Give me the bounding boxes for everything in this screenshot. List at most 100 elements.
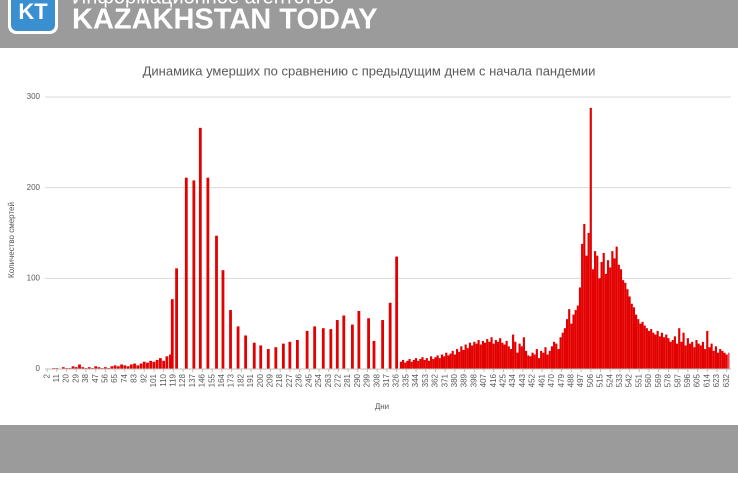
bar: [81, 367, 85, 369]
bar: [492, 343, 495, 369]
bar: [563, 328, 566, 369]
bar: [192, 180, 196, 369]
bar: [104, 367, 107, 369]
bar: [658, 336, 661, 369]
bar: [215, 235, 218, 369]
bar: [609, 267, 612, 369]
x-tick-label: 362: [431, 373, 440, 387]
bar: [165, 356, 169, 369]
bar: [522, 337, 525, 369]
bar: [342, 315, 346, 369]
x-tick-label: 281: [343, 373, 352, 387]
tagline: Информационное агентство: [72, 0, 334, 8]
bar: [600, 262, 603, 369]
bar: [367, 318, 370, 369]
bar: [669, 341, 672, 369]
bar: [688, 343, 692, 369]
bar: [142, 361, 146, 369]
brand: KAZAKHSTAN TODAY: [72, 4, 378, 36]
bar: [624, 282, 627, 369]
bar: [706, 330, 709, 369]
bar: [725, 354, 728, 369]
x-tick-label: 263: [324, 373, 333, 387]
bar: [74, 367, 78, 369]
y-axis-label: Количество смертей: [7, 202, 16, 278]
bar: [693, 347, 696, 369]
bar: [716, 352, 720, 369]
bar: [381, 320, 385, 369]
bar: [423, 359, 426, 369]
bar: [673, 336, 676, 369]
bar: [184, 177, 188, 369]
bar: [598, 278, 601, 369]
x-tick-label: 524: [605, 373, 614, 387]
bar: [613, 258, 616, 369]
bar: [619, 269, 623, 369]
bar: [481, 340, 484, 369]
bar: [388, 302, 392, 369]
x-tick-label: 398: [469, 373, 478, 387]
bar: [206, 177, 210, 369]
bar: [544, 347, 547, 369]
bar: [486, 339, 489, 369]
y-tick-label: 300: [27, 92, 41, 101]
bar: [402, 359, 405, 369]
bar: [581, 243, 584, 369]
bar: [175, 268, 178, 369]
x-tick-label: 74: [120, 373, 129, 382]
x-tick-label: 182: [236, 373, 245, 387]
bar: [468, 342, 472, 369]
bar: [427, 360, 431, 369]
bar: [671, 339, 674, 369]
x-tick-label: 587: [673, 373, 682, 387]
bar: [475, 343, 478, 369]
bar: [169, 354, 172, 369]
bar: [464, 344, 467, 369]
bar: [585, 255, 588, 369]
bar: [611, 251, 614, 369]
bar: [236, 326, 240, 369]
x-tick-label: 29: [71, 373, 80, 382]
bar: [632, 307, 636, 369]
bar: [483, 342, 487, 369]
bar: [572, 314, 575, 369]
bar: [321, 328, 325, 369]
bar: [479, 344, 482, 369]
bar: [660, 332, 664, 369]
x-tick-label: 164: [217, 373, 226, 387]
chart-title: Динамика умерших по сравнению с предыдущ…: [143, 63, 596, 78]
x-tick-label: 434: [508, 373, 517, 387]
bar: [630, 303, 633, 369]
x-tick-label: 290: [353, 373, 362, 387]
bar: [527, 355, 530, 369]
bar: [533, 354, 536, 369]
x-tick-label: 551: [634, 373, 643, 387]
bar: [576, 305, 579, 369]
bar: [351, 324, 354, 369]
bar: [647, 330, 651, 369]
bar: [71, 366, 75, 369]
bar: [120, 364, 123, 369]
bar: [578, 287, 582, 369]
x-tick-label: 479: [557, 373, 566, 387]
bar: [458, 351, 461, 369]
bar: [432, 359, 435, 369]
x-tick-label: 155: [207, 373, 216, 387]
bar: [557, 349, 560, 369]
bar: [637, 319, 640, 369]
bar: [399, 361, 403, 369]
bar: [678, 328, 681, 369]
bar: [622, 280, 625, 369]
bar: [645, 328, 648, 369]
bar: [542, 352, 545, 369]
bar: [94, 366, 98, 369]
bar: [443, 356, 446, 369]
bar: [516, 352, 519, 369]
bar: [512, 334, 515, 369]
y-tick-label: 200: [27, 183, 41, 192]
bar: [650, 329, 653, 369]
bar: [419, 359, 422, 369]
bar: [244, 335, 248, 369]
x-tick-label: 209: [266, 373, 275, 387]
x-tick-label: 371: [440, 373, 449, 387]
